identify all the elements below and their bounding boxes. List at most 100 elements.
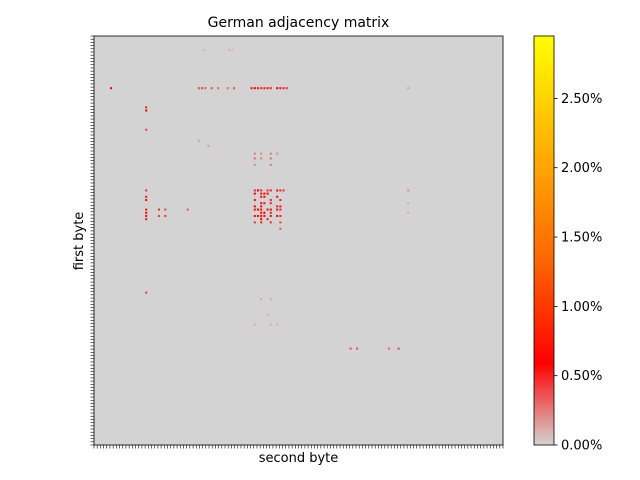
- matrix-cell: [266, 313, 269, 317]
- matrix-cell: [157, 208, 160, 211]
- colorbar-ticks: 0.00% 0.50% 1.00% 1.50% 2.00% 2.50%: [554, 92, 602, 454]
- matrix-cell: [269, 298, 272, 301]
- matrix-cell: [260, 205, 263, 208]
- matrix-cell: [231, 48, 234, 51]
- matrix-cell: [269, 214, 272, 218]
- matrix-cell: [263, 214, 266, 218]
- colorbar-tick-label: 2.00%: [561, 161, 602, 176]
- matrix-cell: [253, 208, 256, 211]
- matrix-cell: [145, 214, 148, 218]
- matrix-cell: [145, 109, 148, 112]
- matrix-cell: [407, 189, 410, 192]
- matrix-cell: [279, 208, 282, 211]
- matrix-cell: [263, 195, 266, 198]
- matrix-cell: [263, 192, 266, 195]
- matrix-cell: [266, 218, 269, 221]
- colorbar-tick-label: 1.00%: [561, 300, 602, 315]
- chart-title: German adjacency matrix: [208, 15, 390, 31]
- matrix-cell: [407, 87, 410, 90]
- matrix-cell: [253, 221, 256, 224]
- matrix-cell: [207, 144, 210, 147]
- matrix-cell: [285, 87, 288, 90]
- matrix-cell: [228, 48, 231, 51]
- matrix-cell: [256, 189, 260, 192]
- plot-area: [90, 35, 504, 449]
- matrix-cell: [204, 87, 207, 90]
- matrix-cell: [145, 189, 148, 192]
- matrix-cell: [201, 87, 204, 90]
- matrix-cell: [269, 221, 272, 224]
- matrix-cell: [269, 323, 272, 326]
- matrix-cell: [266, 189, 269, 192]
- matrix-cell: [279, 227, 282, 230]
- matrix-cell: [276, 214, 279, 218]
- matrix-cell: [145, 208, 148, 211]
- colorbar-scale: [534, 36, 554, 445]
- matrix-cell: [349, 347, 352, 350]
- matrix-cell: [260, 218, 263, 221]
- matrix-cell: [266, 192, 269, 195]
- matrix-cell: [253, 152, 256, 155]
- matrix-cell: [157, 214, 160, 218]
- matrix-cell: [226, 87, 229, 90]
- matrix-cell: [269, 152, 272, 155]
- matrix-cell: [253, 157, 256, 160]
- matrix-cell: [269, 189, 272, 192]
- matrix-cell: [276, 323, 279, 326]
- colorbar: 0.00% 0.50% 1.00% 1.50% 2.00% 2.50%: [533, 35, 602, 454]
- matrix-cell: [269, 202, 272, 205]
- matrix-cell: [269, 211, 272, 214]
- matrix-cell: [260, 221, 263, 224]
- matrix-cell: [282, 189, 285, 192]
- matrix-cell: [145, 128, 148, 131]
- matrix-cell: [276, 195, 279, 198]
- matrix-cell: [407, 202, 410, 205]
- matrix-cell: [256, 214, 260, 218]
- matrix-cell: [263, 87, 266, 90]
- x-axis-label: second byte: [259, 451, 339, 466]
- matrix-cell: [145, 291, 148, 294]
- matrix-cell: [197, 139, 200, 142]
- y-axis-label: first byte: [72, 212, 87, 271]
- matrix-cell: [356, 347, 359, 350]
- matrix-cell: [269, 157, 272, 160]
- matrix-cell: [260, 208, 263, 211]
- matrix-cell: [256, 208, 260, 211]
- matrix-cell: [279, 205, 282, 208]
- matrix-cell: [282, 87, 285, 90]
- matrix-cell: [109, 87, 113, 90]
- matrix-cell: [269, 208, 272, 211]
- matrix-cell: [266, 87, 269, 90]
- matrix-cell: [260, 214, 263, 218]
- matrix-cell: [145, 195, 148, 198]
- matrix-cell: [387, 347, 391, 350]
- matrix-cell: [217, 87, 220, 90]
- matrix-cell: [145, 198, 148, 202]
- matrix-cell: [164, 214, 167, 218]
- matrix-cell: [210, 87, 213, 90]
- matrix-cell: [202, 48, 205, 51]
- matrix-cell: [269, 163, 272, 166]
- matrix-cell: [253, 198, 256, 202]
- matrix-cell: [260, 202, 263, 205]
- matrix-cell: [269, 198, 272, 202]
- matrix-background: [94, 36, 503, 445]
- matrix-cell: [197, 87, 200, 90]
- matrix-cell: [233, 87, 236, 90]
- matrix-cell: [260, 192, 263, 195]
- matrix-cell: [253, 189, 256, 192]
- matrix-cell: [253, 214, 256, 218]
- x-ticks: [93, 445, 504, 449]
- matrix-cell: [263, 211, 266, 214]
- matrix-cell: [279, 214, 282, 218]
- matrix-cell: [164, 208, 167, 211]
- colorbar-tick-label: 1.50%: [561, 231, 602, 246]
- matrix-cell: [260, 189, 263, 192]
- matrix-cell: [279, 87, 282, 90]
- matrix-cell: [253, 323, 256, 326]
- matrix-cell: [397, 347, 400, 350]
- colorbar-frame: [533, 35, 555, 446]
- matrix-cell: [250, 87, 253, 90]
- colorbar-tick-label: 0.00%: [561, 439, 602, 454]
